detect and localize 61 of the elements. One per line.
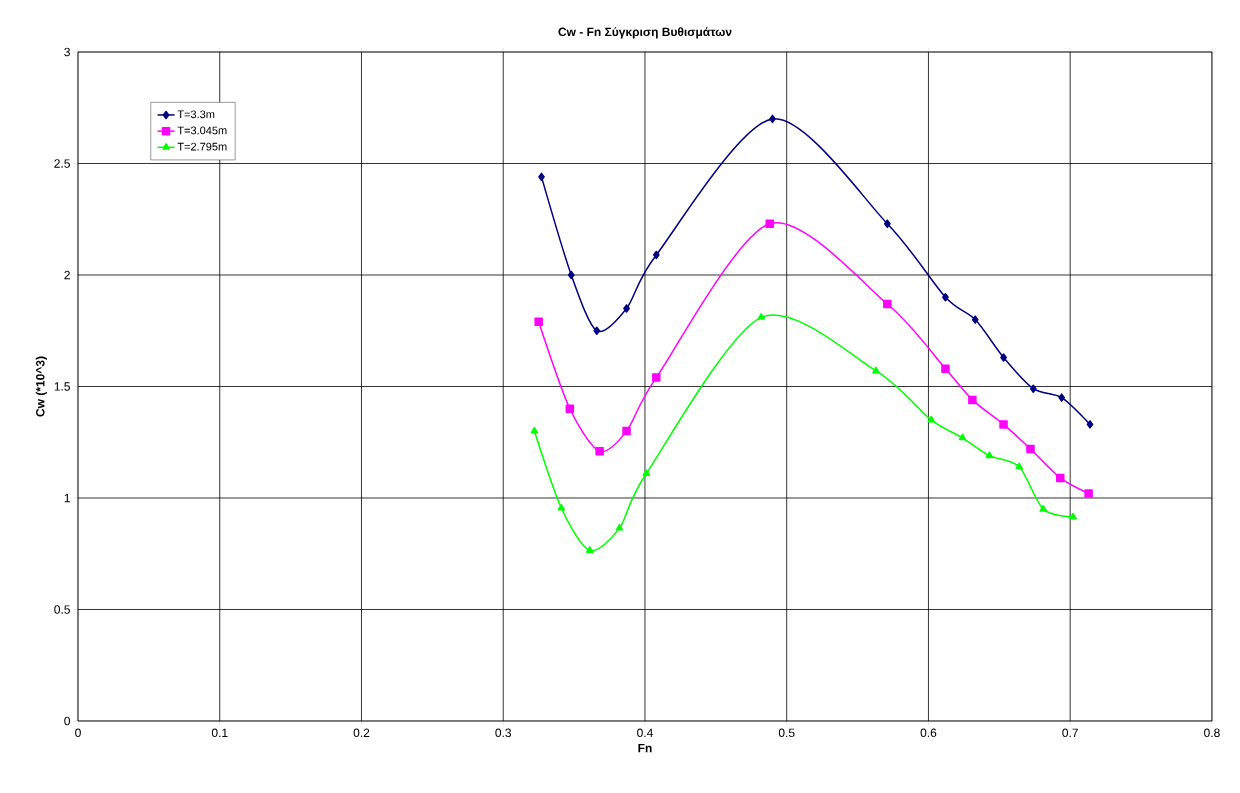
y-tick-label: 0 bbox=[64, 716, 70, 726]
point bbox=[585, 546, 594, 553]
point bbox=[1084, 489, 1093, 498]
y-tick-label: 1 bbox=[64, 493, 70, 503]
y-axis-title: Cw (*10^3) bbox=[35, 356, 47, 417]
point bbox=[534, 317, 543, 327]
y-tick-label: 0.5 bbox=[54, 605, 70, 614]
point bbox=[769, 114, 776, 124]
point bbox=[971, 315, 979, 324]
point bbox=[593, 326, 601, 335]
point bbox=[565, 404, 575, 414]
y-tick-label: 2.5 bbox=[54, 159, 70, 168]
legend-label: T=3.3m bbox=[177, 110, 215, 119]
point bbox=[1086, 420, 1094, 429]
point bbox=[1026, 444, 1035, 454]
point bbox=[652, 250, 660, 260]
point bbox=[757, 313, 765, 320]
point bbox=[615, 523, 624, 531]
y-tick-label: 1.5 bbox=[54, 382, 70, 391]
x-tick-label: 0 bbox=[75, 728, 81, 738]
point bbox=[942, 293, 949, 302]
x-tick-label: 0.8 bbox=[1204, 728, 1220, 738]
x-tick-label: 0.2 bbox=[353, 728, 370, 738]
x-axis-title: Fn bbox=[638, 743, 652, 753]
point bbox=[958, 433, 967, 441]
point bbox=[622, 426, 631, 436]
chart-title: Cw - Fn Σύγκριση Βυθισμάτων bbox=[558, 27, 732, 39]
point bbox=[1056, 473, 1065, 483]
x-tick-label: 0.1 bbox=[211, 728, 228, 738]
legend-label: T=3.045m bbox=[177, 126, 227, 135]
x-tick-label: 0.3 bbox=[495, 728, 512, 738]
point bbox=[985, 451, 994, 459]
point bbox=[765, 219, 774, 228]
x-tick-label: 0.6 bbox=[920, 728, 937, 738]
point bbox=[567, 270, 575, 280]
y-tick-label: 3 bbox=[64, 47, 70, 57]
point bbox=[872, 366, 880, 374]
point bbox=[968, 395, 977, 405]
point bbox=[1058, 393, 1066, 402]
point bbox=[595, 446, 604, 456]
point bbox=[999, 420, 1008, 429]
point bbox=[642, 469, 651, 476]
legend-label: T=2.795m bbox=[177, 142, 227, 151]
x-tick-label: 0.4 bbox=[637, 728, 653, 738]
point bbox=[1000, 353, 1007, 362]
point bbox=[1039, 504, 1048, 512]
point bbox=[927, 415, 936, 423]
x-tick-label: 0.7 bbox=[1062, 728, 1078, 738]
y-tick-label: 2 bbox=[64, 270, 70, 280]
point bbox=[883, 219, 891, 228]
x-tick-label: 0.5 bbox=[778, 728, 795, 738]
point bbox=[652, 373, 661, 382]
point bbox=[530, 426, 539, 434]
point bbox=[623, 304, 630, 313]
point bbox=[1029, 384, 1037, 393]
point bbox=[1069, 512, 1077, 520]
point bbox=[557, 503, 566, 511]
point bbox=[1015, 462, 1023, 470]
point bbox=[941, 364, 950, 373]
point bbox=[538, 172, 545, 182]
point bbox=[883, 299, 892, 309]
